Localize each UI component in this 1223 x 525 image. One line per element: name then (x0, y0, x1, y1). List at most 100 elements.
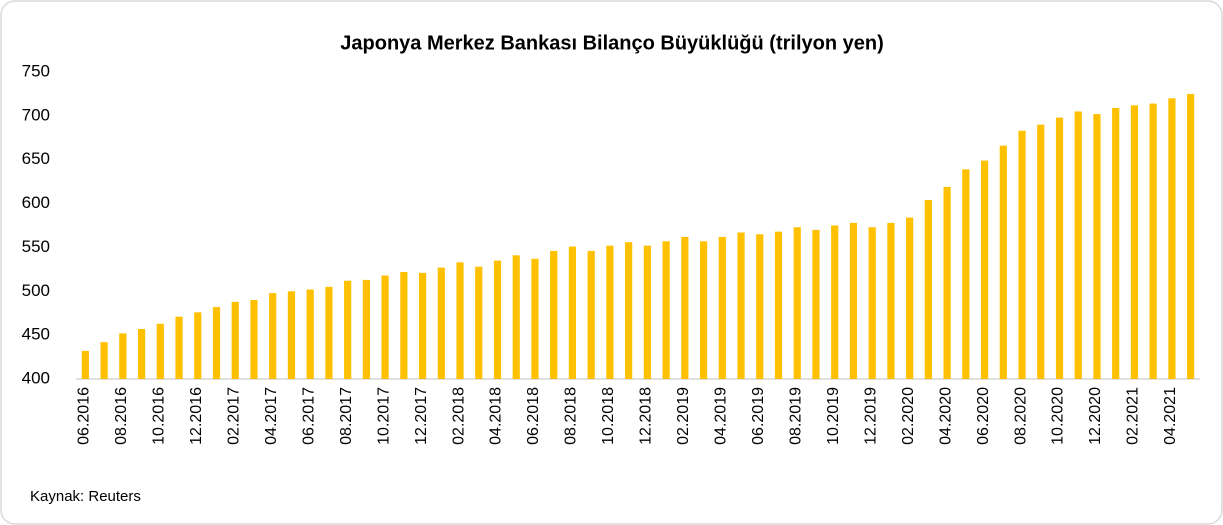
x-tick-label: 04.2018 (488, 387, 505, 445)
bar (212, 307, 221, 379)
x-tick-label: 10.2019 (825, 387, 842, 445)
x-tick-label: 08.2016 (113, 387, 130, 445)
bar (812, 229, 820, 379)
x-tick-label: 06.2020 (975, 387, 992, 445)
x-tick-label: 10.2020 (1050, 387, 1067, 445)
bar (81, 350, 89, 379)
bar (568, 246, 577, 379)
x-tick-label: 02.2019 (675, 387, 692, 445)
bar (194, 312, 202, 379)
bar (1093, 114, 1101, 380)
bar (662, 241, 670, 379)
bar (100, 342, 108, 379)
bar (924, 200, 932, 379)
x-tick-label: 02.2017 (225, 387, 242, 445)
bar (756, 234, 764, 379)
x-tick-label: 08.2018 (563, 387, 580, 445)
x-tick-label: 10.2017 (375, 387, 392, 445)
bar (344, 280, 352, 379)
y-tick-label: 400 (22, 368, 50, 387)
bar (774, 231, 783, 379)
x-tick-label: 10.2016 (151, 387, 168, 445)
y-tick-label: 700 (22, 105, 50, 124)
x-tick-label: 12.2017 (413, 387, 430, 445)
y-tick-label: 750 (22, 61, 50, 80)
x-tick-label: 08.2017 (338, 387, 355, 445)
source-note: Kaynak: Reuters (30, 488, 141, 505)
bar (962, 169, 970, 379)
x-tick-label: 02.2020 (900, 387, 917, 445)
bar (493, 260, 502, 379)
x-tick-label: 10.2018 (600, 387, 617, 445)
bar (943, 186, 951, 379)
bar (269, 293, 277, 379)
bar (250, 300, 258, 379)
x-tick-label: 06.2017 (300, 387, 317, 445)
x-tick-label: 12.2020 (1087, 387, 1104, 445)
x-tick-label: 12.2019 (862, 387, 879, 445)
bar (643, 245, 651, 379)
x-tick-label: 02.2018 (450, 387, 467, 445)
x-tick-label: 02.2021 (1125, 387, 1142, 445)
y-tick-label: 450 (22, 325, 50, 344)
x-tick-label: 12.2016 (188, 387, 205, 445)
x-tick-label: 04.2017 (263, 387, 280, 445)
bar (287, 291, 296, 379)
bar (906, 217, 914, 379)
y-tick-label: 500 (22, 281, 50, 300)
bar (1055, 117, 1064, 380)
x-tick-label: 08.2020 (1012, 387, 1029, 445)
bar (119, 333, 127, 379)
x-tick-label: 04.2019 (713, 387, 730, 445)
bar (381, 275, 389, 379)
bar (231, 301, 239, 379)
bar (531, 258, 539, 379)
y-tick-label: 600 (22, 193, 50, 212)
bar (718, 236, 726, 379)
bar (606, 245, 614, 379)
bar (1112, 107, 1120, 379)
bar (175, 316, 183, 379)
bar (793, 227, 801, 379)
x-tick-label: 06.2018 (525, 387, 542, 445)
bar (625, 242, 633, 379)
bar (550, 250, 558, 379)
x-tick-label: 12.2018 (638, 387, 655, 445)
bar (456, 262, 464, 379)
bar (999, 145, 1007, 379)
bar (587, 250, 595, 379)
bar (1018, 130, 1026, 379)
bar (1037, 124, 1045, 379)
bar (980, 160, 989, 379)
bar (1187, 93, 1195, 379)
bar (1149, 103, 1157, 379)
bar (831, 225, 839, 379)
bar (137, 329, 146, 379)
x-tick-label: 04.2021 (1162, 387, 1179, 445)
bar (437, 267, 445, 379)
bar (1130, 105, 1139, 380)
bar (868, 227, 876, 379)
bar (400, 271, 408, 379)
bar (306, 289, 314, 379)
y-tick-label: 650 (22, 149, 50, 168)
bar (1074, 111, 1082, 379)
bar (156, 323, 164, 379)
bar (418, 272, 427, 379)
bar (512, 255, 520, 379)
bar (681, 236, 689, 379)
bar (699, 241, 708, 379)
x-tick-label: 06.2016 (76, 387, 93, 445)
bar (887, 222, 895, 379)
bar (1168, 98, 1176, 380)
x-tick-label: 06.2019 (750, 387, 767, 445)
bar (849, 222, 858, 379)
bar (362, 279, 370, 379)
x-tick-label: 04.2020 (937, 387, 954, 445)
bar (325, 286, 333, 379)
bar (475, 266, 483, 379)
bar (737, 232, 745, 379)
chart-title: Japonya Merkez Bankası Bilanço Büyüklüğü… (340, 32, 883, 54)
